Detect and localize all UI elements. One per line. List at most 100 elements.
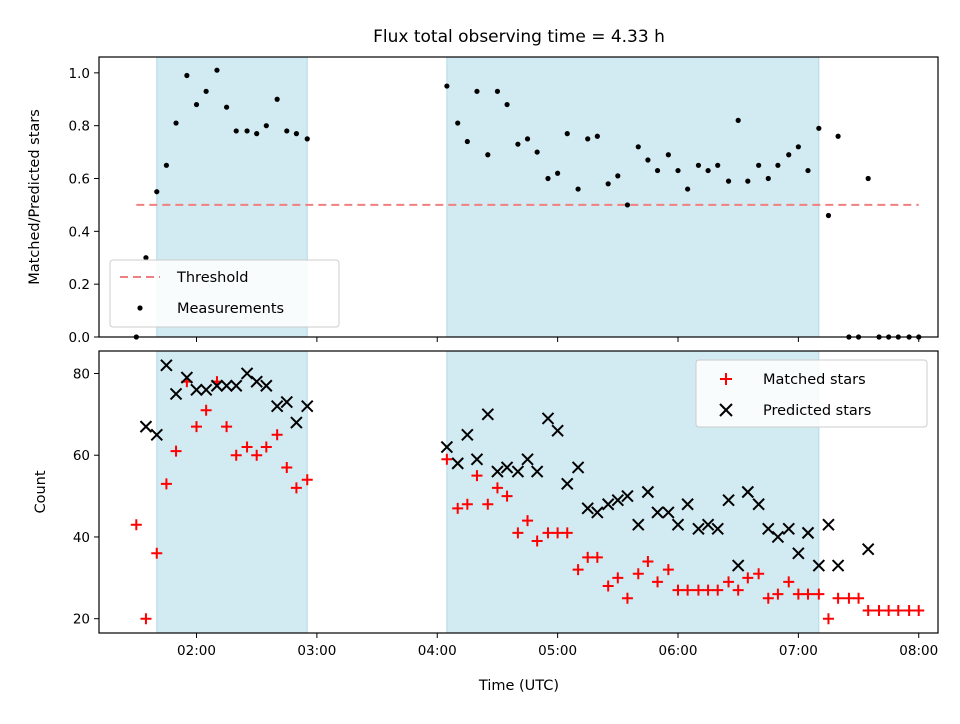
matched-stars-point [561, 527, 573, 539]
measurements-point [444, 83, 450, 89]
matched-stars-point [160, 478, 172, 490]
matched-stars-point [723, 576, 735, 588]
measurements-point [705, 167, 711, 174]
matched-stars-point [642, 555, 654, 567]
measurements-point [545, 175, 551, 182]
matched-stars-point [130, 519, 142, 531]
matched-stars-point [200, 404, 212, 416]
matched-stars-point [461, 498, 473, 510]
predicted-stars-point [301, 399, 314, 413]
measurements-point [805, 167, 811, 174]
predicted-stars-point [681, 498, 694, 511]
matched-stars-point [140, 613, 152, 625]
x-tick-label: 03:00 [297, 643, 336, 659]
measurements-point [173, 120, 179, 126]
matched-stars-point [191, 421, 203, 433]
measurements-point [455, 120, 461, 126]
matched-stars-point [682, 584, 694, 596]
y-tick-label: 40 [73, 530, 90, 546]
count-panel-frame [98, 350, 939, 634]
predicted-stars-point [551, 424, 564, 437]
measurements-point [624, 202, 631, 208]
matched-stars-point [802, 588, 814, 600]
predicted-stars-point [541, 412, 555, 425]
observing-window [156, 350, 308, 634]
matched-stars-point [873, 605, 885, 617]
measurements-point [615, 173, 621, 179]
threshold-legend-label: Threshold [176, 270, 248, 286]
matched-stars-point [542, 527, 554, 539]
matched-stars-point [862, 605, 874, 617]
predicted-stars-point [440, 440, 454, 454]
measurements-point [515, 141, 521, 147]
predicted-stars-point [481, 408, 495, 421]
predicted-stars-point [782, 522, 795, 535]
predicted-stars-point [861, 543, 875, 556]
matched-stars-point [572, 564, 584, 576]
predicted-stars-point [521, 453, 534, 466]
matched-stars-point [501, 490, 513, 502]
matched-stars-point [230, 449, 242, 461]
matched-stars-point [853, 592, 865, 604]
measurements-point [184, 72, 190, 79]
measurements-point [665, 152, 671, 158]
predicted-stars-point [692, 522, 705, 535]
count-y-axis-label: Count [33, 470, 49, 513]
y-tick-label: 60 [73, 448, 90, 464]
measurements-point [715, 162, 721, 168]
predicted-stars-point [771, 530, 785, 544]
matched-stars-point [512, 527, 524, 539]
predicted-stars-point [491, 465, 504, 478]
matched-stars-point [441, 453, 453, 465]
ratio-legend: Threshold Measurements [109, 259, 340, 328]
predicted-stars-point [150, 428, 163, 441]
matched-stars-point [612, 572, 624, 584]
predicted-stars-point [500, 461, 514, 474]
matched-stars-point [792, 588, 804, 600]
measurements-point [756, 162, 762, 168]
matched-stars-point [221, 421, 233, 433]
x-tick-label: 08:00 [899, 643, 938, 659]
measurements-point [504, 101, 510, 108]
predicted-stars-point [741, 485, 755, 499]
predicted-stars-point [270, 399, 284, 413]
matched-stars-point [753, 568, 765, 580]
measurements-point [605, 181, 611, 187]
x-tick-label: 04:00 [418, 643, 457, 659]
observing-window [446, 56, 820, 338]
predicted-stars-point [210, 379, 224, 392]
predicted-stars-point [511, 465, 525, 478]
matched-stars-point [903, 605, 915, 617]
measurements-point [284, 128, 290, 134]
measurements-point [214, 67, 220, 73]
y-tick-label: 0.6 [69, 172, 90, 188]
matched-stars-point [482, 498, 494, 510]
matched-stars-point [832, 592, 844, 604]
measurements-point [786, 152, 792, 158]
measurements-point [564, 131, 570, 137]
matched-stars-point [712, 584, 724, 596]
x-tick-label: 05:00 [538, 643, 577, 659]
matched-stars-point [491, 482, 503, 494]
measurements-point [244, 128, 250, 134]
x-axis-label: Time (UTC) [478, 678, 559, 694]
matched-stars-point [552, 527, 564, 539]
measurements-point [474, 88, 480, 94]
measurements-point [675, 167, 681, 174]
measurements-point [635, 144, 641, 150]
matched-stars-point [471, 470, 483, 482]
predicted-stars-point [722, 493, 735, 507]
matched-stars-point [591, 551, 603, 563]
predicted-stars-point [632, 518, 645, 531]
matched-stars-point [732, 584, 744, 596]
measurements-point [555, 170, 561, 176]
measurements-legend-label: Measurements [177, 301, 284, 317]
matched-stars-point [632, 568, 644, 580]
matched-stars-point [602, 580, 614, 592]
ratio-panel-frame [98, 56, 939, 338]
measurements-point [254, 131, 260, 137]
matched-legend-swatch [720, 373, 732, 385]
y-tick-label: 0.4 [69, 224, 90, 240]
measurements-point [816, 125, 822, 131]
measurements-legend-swatch [137, 305, 143, 311]
